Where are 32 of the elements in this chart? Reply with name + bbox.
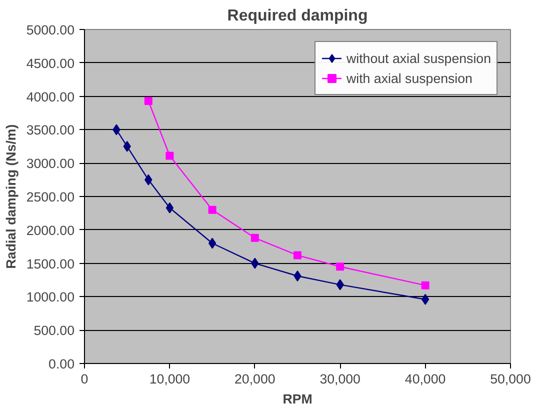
point xyxy=(294,251,302,260)
point xyxy=(166,202,174,214)
y-tick-label: 2500.00 xyxy=(26,190,75,204)
x-tick-label: 30,000 xyxy=(320,372,360,386)
x-tick-label: 20,000 xyxy=(234,372,276,386)
x-tick-label: 40,000 xyxy=(404,372,446,386)
x-tick-label: 0 xyxy=(80,372,88,386)
chart-title: Required damping xyxy=(227,8,368,24)
x-tick-label: 10,000 xyxy=(149,372,190,386)
x-tick-label: 50,000 xyxy=(490,372,531,386)
y-tick-label: 3500.00 xyxy=(26,122,75,138)
y-tick-label: 1000.00 xyxy=(26,290,75,305)
point xyxy=(421,294,430,305)
point xyxy=(208,206,216,214)
y-tick-label: 4500.00 xyxy=(26,56,75,71)
y-tick-label: 3000.00 xyxy=(26,156,75,172)
point xyxy=(166,152,174,160)
y-axis-title: Radial damping (Ns/m) xyxy=(3,124,18,269)
point xyxy=(250,234,259,242)
y-tick-label: 500.00 xyxy=(34,323,74,338)
y-tick-label: 4000.00 xyxy=(26,89,75,104)
legend-label: without axial suspension xyxy=(346,50,491,66)
point xyxy=(208,238,216,249)
y-tick-label: 5000.00 xyxy=(26,22,75,38)
x-axis-title: RPM xyxy=(282,392,312,406)
y-tick-label: 0.00 xyxy=(48,356,75,372)
legend-label: with axial suspension xyxy=(346,70,472,86)
point xyxy=(336,262,344,271)
point xyxy=(421,281,430,290)
y-tick-label: 2000.00 xyxy=(26,222,75,238)
point xyxy=(144,96,152,105)
y-tick-label: 1500.00 xyxy=(26,256,75,272)
